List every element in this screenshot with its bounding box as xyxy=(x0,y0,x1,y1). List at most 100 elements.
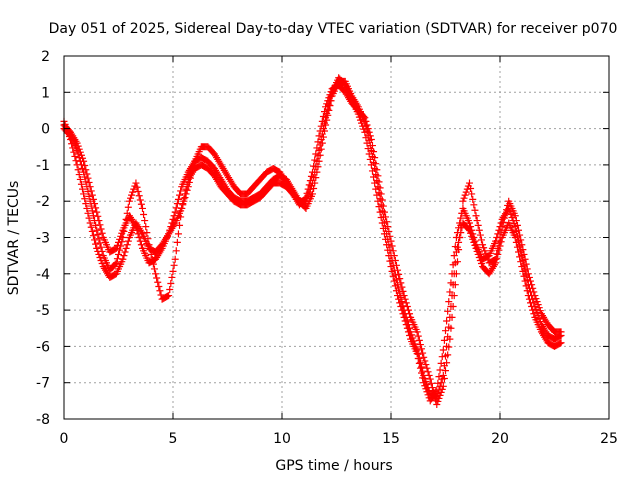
data-point xyxy=(402,299,410,307)
data-point xyxy=(189,166,197,174)
data-point xyxy=(118,229,126,237)
data-point xyxy=(126,194,134,202)
data-point xyxy=(473,217,481,225)
data-point xyxy=(439,346,447,354)
data-point xyxy=(499,218,507,226)
data-point xyxy=(88,191,96,199)
data-point xyxy=(84,209,92,217)
data-point xyxy=(373,191,381,199)
data-point xyxy=(375,203,383,211)
data-point xyxy=(423,388,431,396)
data-point xyxy=(471,206,479,214)
data-point xyxy=(72,157,80,165)
data-point xyxy=(497,228,505,236)
x-tick-labels: 0 5 10 15 20 25 xyxy=(60,431,618,447)
data-point xyxy=(400,313,408,321)
data-point xyxy=(79,185,87,193)
data-point xyxy=(74,166,82,174)
data-point xyxy=(173,238,181,246)
data-point xyxy=(367,161,375,169)
data-point xyxy=(76,148,84,156)
data-point xyxy=(377,190,385,198)
data-point xyxy=(521,255,529,263)
data-point xyxy=(482,250,490,258)
data-point xyxy=(512,217,520,225)
y-tick-label: 2 xyxy=(41,49,50,65)
data-point xyxy=(385,227,393,235)
data-point xyxy=(141,217,149,225)
data-point xyxy=(85,214,93,222)
data-point xyxy=(321,108,329,116)
data-point xyxy=(434,397,442,405)
chart-title: Day 051 of 2025, Sidereal Day-to-day VTE… xyxy=(49,21,618,37)
data-point xyxy=(401,295,409,303)
data-point xyxy=(166,286,174,294)
data-point xyxy=(468,190,476,198)
data-point xyxy=(445,298,453,306)
data-point xyxy=(467,223,475,231)
data-point xyxy=(388,242,396,250)
data-point xyxy=(146,246,154,254)
data-point xyxy=(360,113,368,120)
data-point xyxy=(414,332,422,340)
data-point xyxy=(498,223,506,231)
data-point xyxy=(438,353,446,361)
data-point xyxy=(366,155,374,163)
data-point xyxy=(136,196,144,204)
data-point xyxy=(523,265,531,273)
data-point xyxy=(397,279,405,287)
data-point xyxy=(177,187,185,195)
data-point xyxy=(476,231,484,239)
series-track-1 xyxy=(60,77,565,401)
data-point xyxy=(396,275,404,283)
data-point xyxy=(124,237,132,245)
data-point xyxy=(456,234,464,241)
data-point xyxy=(365,150,373,158)
data-point xyxy=(401,317,409,325)
data-point xyxy=(314,138,322,146)
data-point xyxy=(372,160,380,168)
data-point xyxy=(400,292,408,300)
data-point xyxy=(529,295,537,303)
data-point xyxy=(477,260,485,268)
data-point xyxy=(325,94,333,102)
data-point xyxy=(531,292,539,300)
data-point xyxy=(371,179,379,187)
data-point xyxy=(481,247,489,255)
data-point xyxy=(95,217,103,225)
data-point xyxy=(165,292,173,300)
data-point xyxy=(469,230,477,238)
data-point xyxy=(111,260,119,268)
data-point xyxy=(378,219,386,227)
data-point xyxy=(324,97,332,105)
data-point xyxy=(98,229,106,237)
data-point xyxy=(438,385,446,393)
data-point xyxy=(98,260,106,268)
data-point xyxy=(137,200,145,208)
data-point xyxy=(117,232,125,240)
data-point xyxy=(471,237,479,245)
data-point xyxy=(520,250,528,258)
series-track-3 xyxy=(60,81,565,408)
data-point xyxy=(124,203,132,211)
data-point xyxy=(465,219,473,227)
data-point xyxy=(155,283,163,291)
data-point xyxy=(404,328,412,336)
data-point xyxy=(477,236,485,244)
data-point xyxy=(450,252,458,260)
data-point xyxy=(422,361,430,369)
data-point xyxy=(414,355,422,362)
data-point xyxy=(524,270,532,278)
data-point xyxy=(168,273,176,281)
data-point xyxy=(172,204,180,212)
data-point xyxy=(396,299,404,307)
data-point xyxy=(437,388,445,396)
data-point xyxy=(399,310,407,318)
data-point xyxy=(495,239,503,247)
data-point xyxy=(362,134,370,142)
data-point xyxy=(439,371,447,379)
data-point xyxy=(492,255,500,263)
data-point xyxy=(133,226,141,234)
data-point xyxy=(528,281,536,289)
data-point xyxy=(117,242,125,250)
